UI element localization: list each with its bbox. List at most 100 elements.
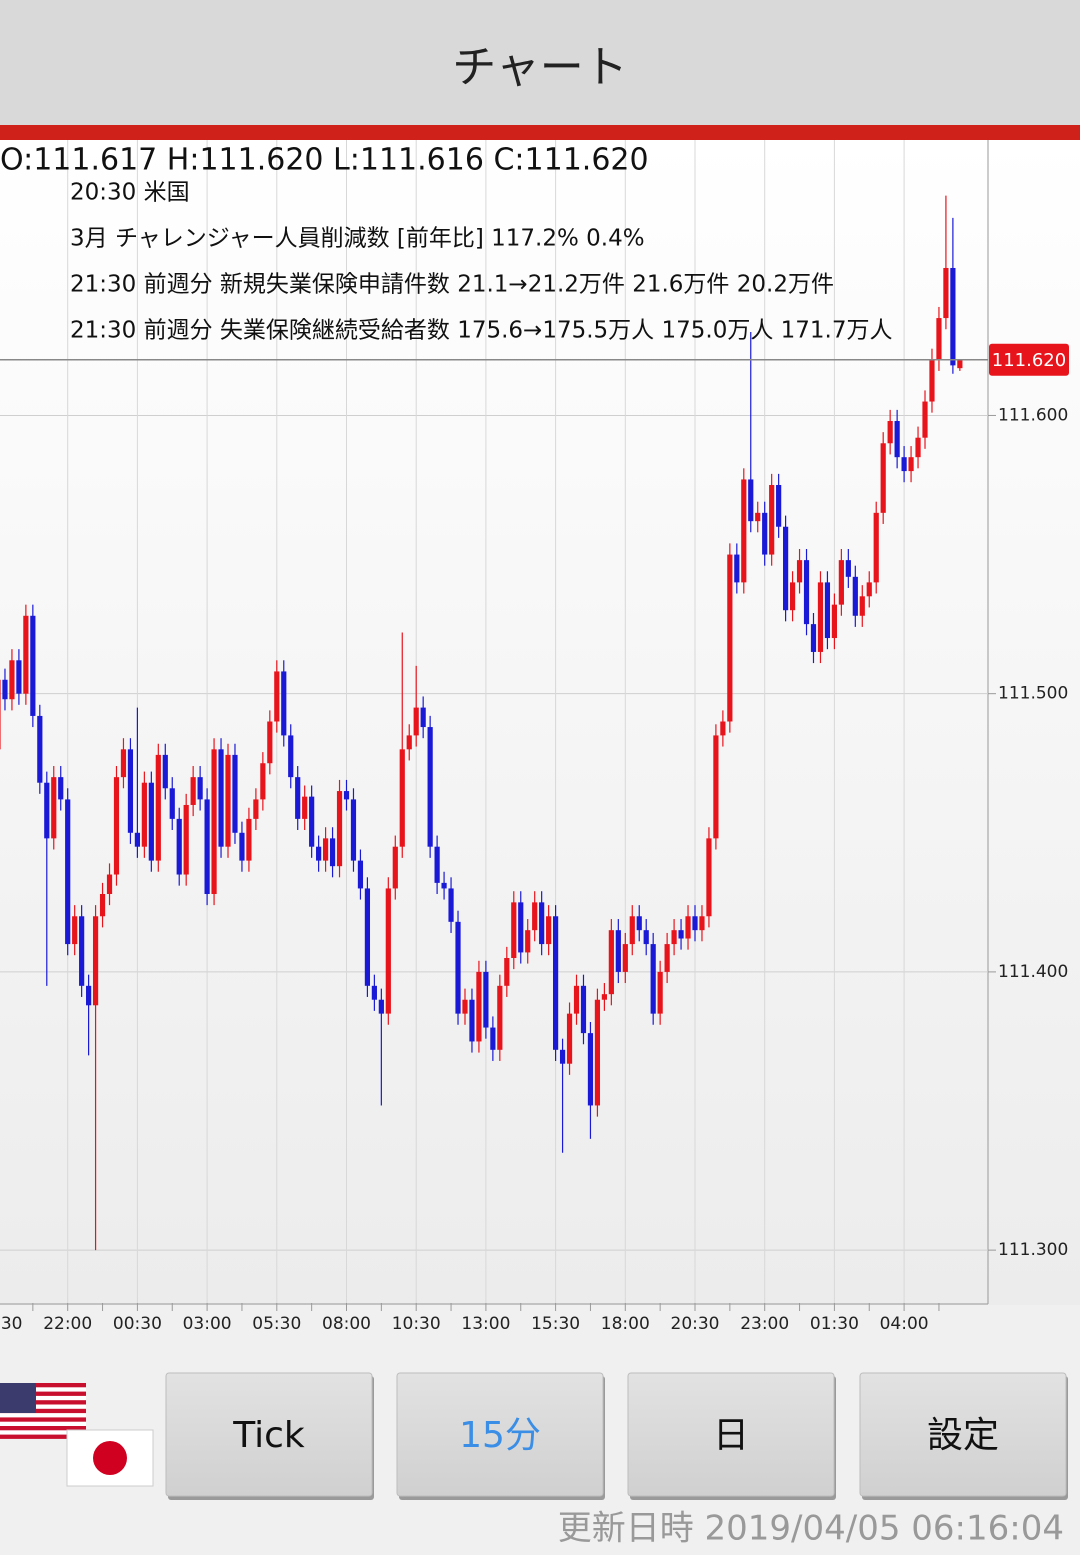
candle-body xyxy=(532,902,538,931)
candle-body xyxy=(692,916,698,931)
button-face[interactable] xyxy=(859,1372,1067,1497)
candle-body xyxy=(573,985,580,1014)
candle-body xyxy=(483,971,489,1028)
candle-body xyxy=(824,582,831,639)
candle-body xyxy=(608,930,614,995)
candle-body xyxy=(23,615,29,694)
candle-body xyxy=(852,576,858,616)
candle-body xyxy=(260,763,266,800)
x-tick-label: 01:30 xyxy=(810,1314,859,1334)
x-tick-label: 10:30 xyxy=(392,1314,441,1334)
title-bar xyxy=(0,0,1080,125)
candle-body xyxy=(950,267,956,366)
update-time: 更新日時 2019/04/05 06:16:04 xyxy=(558,1509,1064,1549)
x-tick-label: 00:30 xyxy=(113,1314,162,1334)
candle-body xyxy=(385,888,391,1014)
candle-body xyxy=(239,832,245,861)
tab-button[interactable]: Tick xyxy=(165,1372,374,1500)
button-face[interactable] xyxy=(627,1372,835,1497)
button-label[interactable]: 設定 xyxy=(927,1415,999,1456)
current-price-tag xyxy=(989,343,1069,376)
annotation: 20:30 米国 xyxy=(70,180,190,206)
candle-body xyxy=(106,874,113,895)
button-label[interactable]: 日 xyxy=(713,1415,749,1456)
candle-body xyxy=(511,902,517,958)
button-label[interactable]: 15分 xyxy=(459,1415,541,1456)
tab-button[interactable]: 日 xyxy=(627,1372,836,1500)
candle-body xyxy=(92,916,99,1006)
candle-body xyxy=(650,944,656,1014)
button-label[interactable]: Tick xyxy=(232,1415,305,1456)
candle-body xyxy=(44,782,50,839)
candle-body xyxy=(629,916,635,945)
candle-body xyxy=(887,421,893,444)
candle-body xyxy=(622,944,628,972)
candle-body xyxy=(176,818,182,875)
candle-body xyxy=(741,479,747,583)
candle-body xyxy=(657,971,663,1014)
candle-body xyxy=(72,916,78,945)
candle-body xyxy=(120,749,127,778)
candle-body xyxy=(427,727,433,847)
ohlc-label: O:111.617 H:111.620 L:111.616 C:111.620 xyxy=(0,143,649,178)
candle-body xyxy=(915,437,921,458)
candle-body xyxy=(873,512,879,583)
candle-body xyxy=(267,721,273,764)
candle-body xyxy=(936,318,942,360)
candle-body xyxy=(336,791,343,867)
candle-body xyxy=(845,560,851,577)
candle-body xyxy=(490,1027,496,1050)
candle-body xyxy=(922,401,928,438)
candle-body xyxy=(866,582,872,597)
candle-body xyxy=(803,560,810,625)
candle-body xyxy=(211,749,217,895)
candle-body xyxy=(831,604,837,639)
candle-body xyxy=(148,782,154,861)
candle-body xyxy=(908,457,914,472)
candle-body xyxy=(699,916,705,931)
candle-body xyxy=(901,457,907,472)
candle-body xyxy=(58,777,64,800)
annotations: 20:30 米国 3月 チャレンジャー人員削減数 [前年比] 117.2% 0.4… xyxy=(70,180,893,344)
y-tick-label: 111.300 xyxy=(998,1240,1068,1260)
candle-body xyxy=(601,994,607,1000)
candle-body xyxy=(357,860,364,889)
plot: 111.300 111.400 111.500 111.600 19:30 22:00 00… xyxy=(0,140,1069,1334)
candle-body xyxy=(587,1033,594,1106)
candle-body xyxy=(253,799,259,819)
candle-body xyxy=(350,799,357,861)
candle-body xyxy=(190,777,196,805)
candle-body xyxy=(281,671,287,736)
candle-body xyxy=(113,777,120,875)
candle-body xyxy=(232,754,238,833)
candle-body xyxy=(706,838,712,917)
button-face[interactable] xyxy=(396,1372,604,1497)
candle-body xyxy=(302,796,308,819)
x-tick-label: 05:30 xyxy=(252,1314,301,1334)
candle-body xyxy=(99,894,106,917)
candle-body xyxy=(288,735,294,778)
y-tick-label: 111.500 xyxy=(998,684,1068,704)
candle-body xyxy=(37,715,43,783)
candle-body xyxy=(225,754,231,847)
candle-body xyxy=(462,999,468,1014)
candle-body xyxy=(246,818,252,861)
candle-body xyxy=(155,754,161,861)
candle-body xyxy=(127,749,134,833)
candle-body xyxy=(929,359,935,402)
y-tick-label: 111.600 xyxy=(998,405,1068,425)
candle-body xyxy=(162,754,168,789)
candle-body xyxy=(51,777,57,839)
tab-button[interactable]: 15分 xyxy=(396,1372,605,1500)
candle-body xyxy=(469,999,475,1042)
button-face[interactable] xyxy=(165,1372,373,1497)
y-tick-label: 111.400 xyxy=(998,962,1068,982)
candle-body xyxy=(880,443,886,513)
tab-button[interactable]: 設定 xyxy=(859,1372,1068,1500)
candle-body xyxy=(476,971,482,1042)
candle-body xyxy=(957,359,963,369)
candle-body xyxy=(762,512,768,555)
jp-flag xyxy=(66,1429,154,1487)
x-tick-label: 23:00 xyxy=(740,1314,789,1334)
candle-body xyxy=(441,882,447,889)
